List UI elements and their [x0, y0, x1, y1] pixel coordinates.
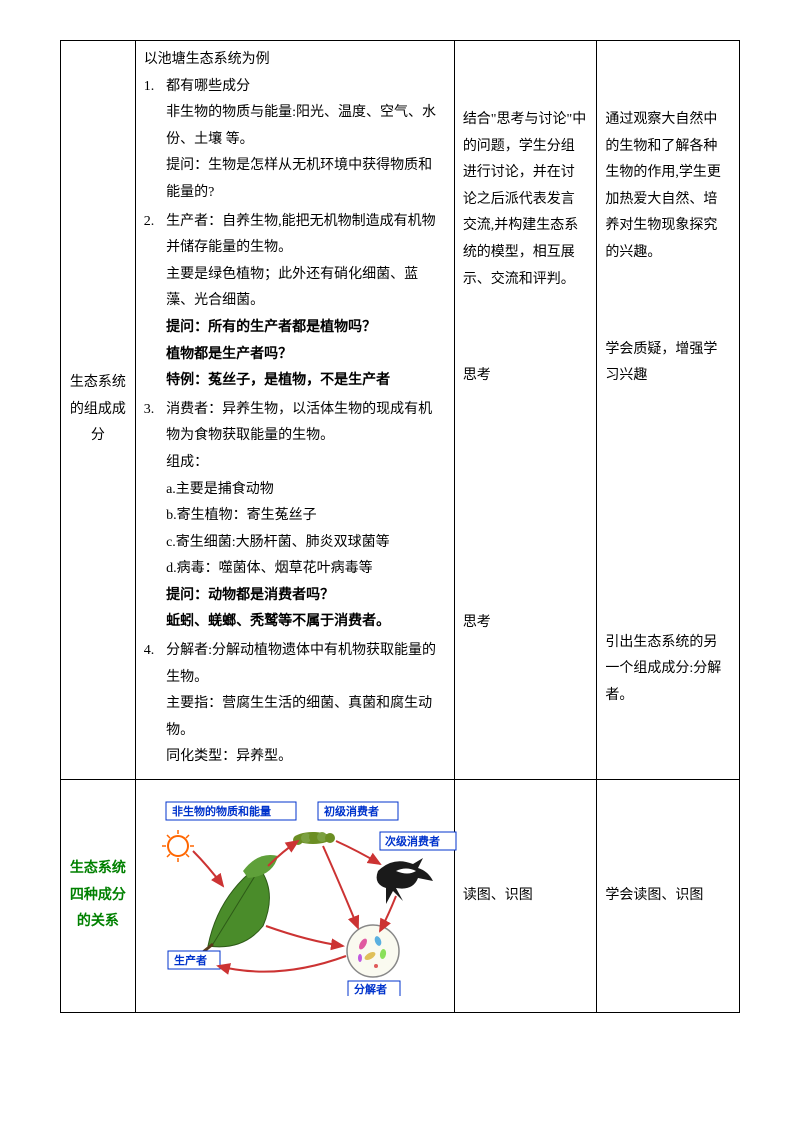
table-row: 生态系统的组成成分 以池塘生态系统为例 1. 都有哪些成分 非生物的物质与能量:…	[61, 41, 740, 780]
secondary-label: 次级消费者	[385, 834, 440, 848]
section-title: 生态系统的组成成分	[69, 370, 127, 450]
section-title-cell: 生态系统的组成成分	[61, 41, 136, 780]
activity-text: 读图、识图	[463, 883, 589, 910]
item-title: 都有哪些成分	[166, 79, 250, 94]
activity-text: 思考	[463, 610, 589, 637]
content-cell: 以池塘生态系统为例 1. 都有哪些成分 非生物的物质与能量:阳光、温度、空气、水…	[135, 41, 454, 780]
primary-label: 初级消费者	[324, 804, 379, 818]
item-line: 同化类型：异养型。	[166, 744, 446, 771]
item-number: 1.	[144, 74, 155, 101]
purpose-cell: 学会读图、识图	[597, 780, 740, 1013]
item-number: 3.	[144, 397, 155, 424]
item-line: 提问：生物是怎样从无机环境中获得物质和能量的?	[166, 153, 446, 206]
microbe-icon	[347, 925, 399, 977]
item-number: 2.	[144, 209, 155, 236]
item-line: d.病毒：噬菌体、烟草花叶病毒等	[166, 556, 446, 583]
item-number: 4.	[144, 638, 155, 665]
item-line: c.寄生细菌:大肠杆菌、肺炎双球菌等	[166, 530, 446, 557]
item-bold-line: 提问：动物都是消费者吗？	[166, 583, 446, 610]
abiotic-label: 非生物的物质和能量	[172, 804, 271, 818]
intro-text: 以池塘生态系统为例	[144, 47, 446, 74]
ecosystem-diagram: 非生物的物质和能量 初级消费者	[144, 786, 446, 1006]
item-title: 生产者：自养生物,能把无机物制造成有机物并储存能量的生物。	[166, 214, 436, 256]
item-line: 主要是绿色植物；此外还有硝化细菌、蓝藻、光合细菌。	[166, 262, 446, 315]
lesson-plan-table: 生态系统的组成成分 以池塘生态系统为例 1. 都有哪些成分 非生物的物质与能量:…	[60, 40, 740, 1013]
item-bold-line: 提问：所有的生产者都是植物吗？	[166, 315, 446, 342]
purpose-text: 通过观察大自然中的生物和了解各种生物的作用,学生更加热爱大自然、培养对生物现象探…	[605, 107, 731, 267]
student-activity-cell: 结合"思考与讨论"中的问题，学生分组进行讨论，并在讨论之后派代表发言交流,并构建…	[454, 41, 597, 780]
item-bold-line: 植物都是生产者吗？	[166, 342, 446, 369]
purpose-text: 引出生态系统的另一个组成成分:分解者。	[605, 630, 731, 710]
list-item: 3. 消费者：异养生物，以活体生物的现成有机物为食物获取能量的生物。 组成： a…	[144, 397, 446, 636]
item-title: 消费者：异养生物，以活体生物的现成有机物为食物获取能量的生物。	[166, 402, 432, 444]
item-title: 分解者:分解动植物遗体中有机物获取能量的生物。	[166, 643, 436, 685]
item-line: 非生物的物质与能量:阳光、温度、空气、水份、土壤 等。	[166, 100, 446, 153]
section-title-cell: 生态系统四种成分的关系	[61, 780, 136, 1013]
caterpillar-icon	[293, 832, 335, 845]
producer-label: 生产者	[174, 953, 207, 967]
item-bold-line: 特例：菟丝子，是植物，不是生产者	[166, 368, 446, 395]
decomposer-label: 分解者	[354, 982, 387, 996]
content-list: 1. 都有哪些成分 非生物的物质与能量:阳光、温度、空气、水份、土壤 等。 提问…	[144, 74, 446, 771]
item-line: b.寄生植物：寄生菟丝子	[166, 503, 446, 530]
purpose-text: 学会质疑，增强学习兴趣	[605, 337, 731, 390]
activity-text: 思考	[463, 363, 589, 390]
list-item: 1. 都有哪些成分 非生物的物质与能量:阳光、温度、空气、水份、土壤 等。 提问…	[144, 74, 446, 207]
diagram-svg: 非生物的物质和能量 初级消费者	[148, 796, 458, 996]
student-activity-cell: 读图、识图	[454, 780, 597, 1013]
item-line: a.主要是捕食动物	[166, 477, 446, 504]
list-item: 2. 生产者：自养生物,能把无机物制造成有机物并储存能量的生物。 主要是绿色植物…	[144, 209, 446, 395]
activity-text: 结合"思考与讨论"中的问题，学生分组进行讨论，并在讨论之后派代表发言交流,并构建…	[463, 107, 589, 293]
purpose-text: 学会读图、识图	[605, 883, 731, 910]
section-title: 生态系统四种成分的关系	[69, 856, 127, 936]
bird-icon	[376, 858, 432, 904]
list-item: 4. 分解者:分解动植物遗体中有机物获取能量的生物。 主要指：营腐生生活的细菌、…	[144, 638, 446, 771]
purpose-cell: 通过观察大自然中的生物和了解各种生物的作用,学生更加热爱大自然、培养对生物现象探…	[597, 41, 740, 780]
table-row: 生态系统四种成分的关系 非生物的物质和能量	[61, 780, 740, 1013]
item-line: 主要指：营腐生生活的细菌、真菌和腐生动物。	[166, 691, 446, 744]
item-bold-line: 蚯蚓、蜣螂、秃鹫等不属于消费者。	[166, 609, 446, 636]
item-line: 组成：	[166, 450, 446, 477]
diagram-cell: 非生物的物质和能量 初级消费者	[135, 780, 454, 1013]
